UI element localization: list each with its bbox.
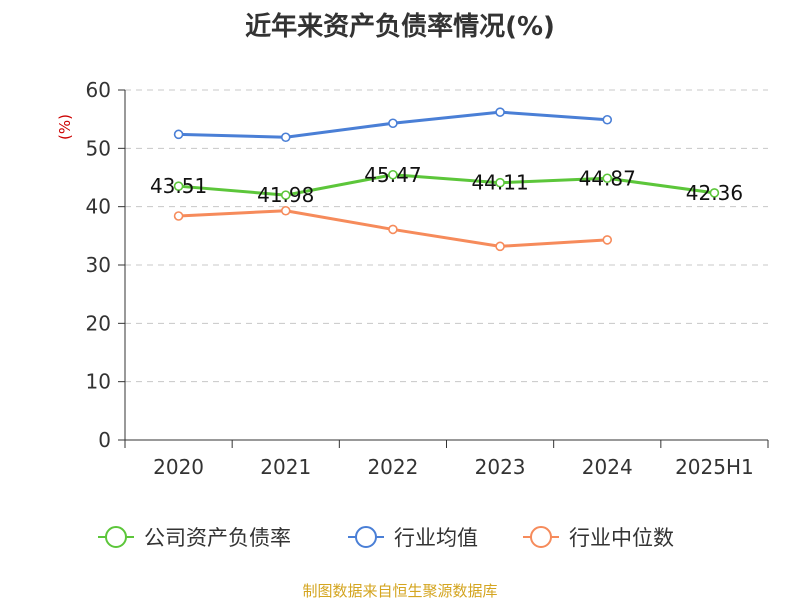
data-point bbox=[388, 224, 398, 235]
series-lines bbox=[173, 107, 720, 252]
data-label: 44.11 bbox=[471, 171, 528, 195]
data-point bbox=[280, 205, 291, 216]
legend-item: 行业中位数 bbox=[523, 526, 674, 550]
grid-lines bbox=[125, 89, 768, 383]
x-tick-label: 2024 bbox=[582, 455, 633, 479]
data-point bbox=[495, 241, 505, 252]
legend-item: 公司资产负债率 bbox=[98, 526, 291, 550]
y-tick-label: 40 bbox=[86, 195, 111, 219]
data-label: 42.36 bbox=[686, 181, 743, 205]
legend-marker-icon bbox=[355, 526, 377, 548]
data-point bbox=[173, 129, 184, 140]
x-tick-label: 2022 bbox=[367, 455, 418, 479]
series-1 bbox=[173, 107, 613, 143]
series-2 bbox=[173, 205, 613, 252]
y-tick-label: 0 bbox=[98, 428, 111, 452]
legend-item: 行业均值 bbox=[348, 526, 478, 550]
data-point bbox=[602, 173, 613, 184]
x-tick-label: 2025H1 bbox=[675, 455, 754, 479]
data-label: 43.51 bbox=[150, 174, 207, 198]
data-point bbox=[173, 211, 184, 221]
x-tick-label: 2020 bbox=[153, 455, 204, 479]
source-note: 制图数据来自恒生聚源数据库 bbox=[302, 582, 498, 600]
data-point bbox=[388, 169, 398, 180]
data-point bbox=[602, 235, 613, 245]
data-point bbox=[173, 181, 184, 191]
data-point bbox=[280, 190, 291, 200]
axes: 0 10 20 30 40 50 60 2020 2021 2022 2023 2024 2025H1 bbox=[86, 78, 769, 479]
y-tick-label: 30 bbox=[86, 253, 111, 277]
x-tick-label: 2021 bbox=[260, 455, 311, 479]
data-point bbox=[388, 118, 398, 129]
legend: 公司资产负债率 行业均值 行业中位数 bbox=[98, 526, 674, 550]
data-point bbox=[280, 132, 291, 143]
x-tick-label: 2023 bbox=[475, 455, 526, 479]
legend-marker-icon bbox=[530, 526, 552, 548]
y-tick-label: 50 bbox=[86, 136, 111, 160]
y-tick-label: 60 bbox=[86, 78, 111, 102]
data-labels: 43.51 41.98 45.47 44.11 44.87 42.36 bbox=[150, 163, 743, 207]
y-axis-unit: (%) bbox=[56, 114, 74, 140]
data-point bbox=[602, 114, 613, 125]
y-tick-label: 10 bbox=[86, 370, 111, 394]
legend-marker-icon bbox=[105, 526, 127, 548]
legend-label: 公司资产负债率 bbox=[144, 526, 291, 550]
data-point bbox=[709, 188, 720, 198]
data-label: 41.98 bbox=[257, 183, 314, 207]
data-point bbox=[495, 107, 505, 117]
series-line bbox=[178, 173, 715, 197]
data-label: 44.87 bbox=[579, 166, 636, 190]
series-0 bbox=[173, 169, 720, 200]
legend-label: 行业中位数 bbox=[569, 526, 674, 550]
y-tick-label: 20 bbox=[86, 311, 111, 335]
legend-label: 行业均值 bbox=[394, 526, 478, 550]
data-label: 45.47 bbox=[364, 163, 421, 187]
chart-title: 近年来资产负债率情况(%) bbox=[245, 12, 555, 42]
data-point bbox=[495, 177, 505, 188]
